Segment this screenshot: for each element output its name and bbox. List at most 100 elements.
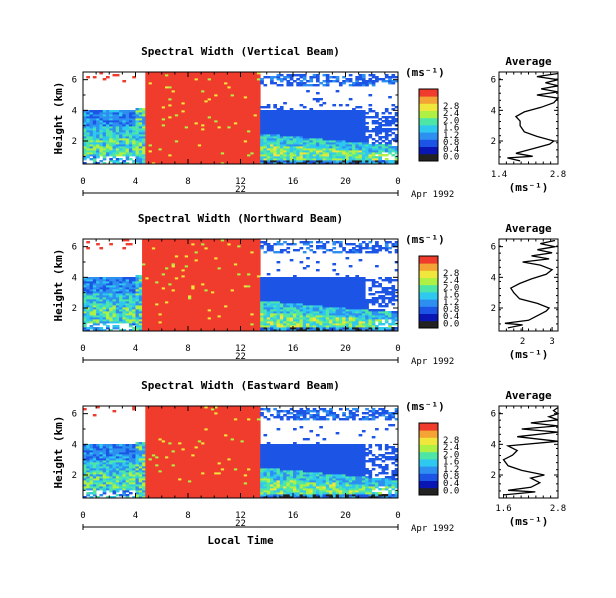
heatmap-cell [148, 112, 153, 115]
heatmap-cell [161, 249, 166, 252]
heatmap-cell [240, 72, 245, 75]
heatmap-cell [135, 291, 140, 294]
heatmap-cell [201, 160, 205, 163]
heatmap-cell [384, 130, 389, 133]
heatmap-cell [224, 86, 228, 89]
heatmap-cell [243, 90, 248, 93]
heatmap-cell [158, 150, 163, 153]
heatmap-cell [322, 122, 327, 125]
heatmap-cell [171, 110, 176, 113]
heatmap-cell [355, 124, 360, 127]
heatmap-cell [178, 98, 182, 101]
heatmap-cell [165, 279, 169, 282]
heatmap-cell [132, 319, 136, 322]
heatmap-cell [256, 116, 261, 119]
heatmap-cell [148, 239, 153, 242]
heatmap-cell [263, 144, 268, 147]
heatmap-cell [247, 130, 251, 133]
heatmap-cell [178, 255, 182, 258]
heatmap-cell [214, 80, 218, 83]
heatmap-cell [112, 136, 117, 139]
heatmap-cell [217, 160, 222, 163]
heatmap-cell [194, 295, 199, 298]
colorbar-swatch [419, 103, 438, 111]
heatmap-cell [181, 321, 186, 324]
heatmap-cell [188, 80, 192, 83]
heatmap-cell [296, 148, 300, 151]
heatmap-cell [210, 94, 215, 97]
heatmap-cell [315, 110, 320, 113]
heatmap-cell [148, 84, 153, 87]
heatmap-cell [145, 106, 150, 109]
heatmap-cell [142, 128, 146, 131]
heatmap-cell [306, 124, 310, 127]
heatmap-cell [135, 289, 140, 292]
heatmap-cell [128, 146, 133, 149]
heatmap-cell [325, 132, 330, 135]
heatmap-cell [148, 108, 153, 111]
heatmap-cell [161, 267, 166, 270]
heatmap-cell [214, 277, 218, 280]
heatmap-cell [83, 110, 87, 113]
heatmap-cell [204, 114, 209, 117]
heatmap-cell [105, 317, 110, 320]
heatmap-cell [122, 110, 127, 113]
heatmap-cell [315, 160, 320, 163]
heatmap-cell [365, 112, 369, 115]
heatmap-cell [96, 150, 100, 153]
heatmap-cell [151, 92, 156, 95]
heatmap-cell [181, 245, 186, 248]
heatmap-cell [365, 156, 369, 159]
heatmap-cell [224, 82, 228, 85]
heatmap-cell [161, 253, 166, 256]
heatmap-cell [158, 315, 163, 318]
heatmap-cell [332, 142, 337, 145]
heatmap-cell [253, 80, 258, 83]
heatmap-cell [102, 136, 107, 139]
heatmap-cell [243, 82, 248, 85]
heatmap-cell [391, 120, 396, 123]
heatmap-cell [181, 138, 186, 141]
heatmap-cell [161, 150, 166, 153]
heatmap-cell [204, 321, 209, 324]
heatmap-cell [230, 74, 235, 77]
heatmap-cell [335, 114, 340, 117]
heatmap-cell [105, 325, 110, 328]
heatmap-cell [273, 114, 277, 117]
heatmap-cell [276, 156, 281, 159]
heatmap-cell [188, 325, 192, 328]
heatmap-cell [161, 90, 166, 93]
heatmap-cell [181, 329, 186, 332]
heatmap-cell [378, 118, 382, 121]
heatmap-cell [105, 307, 110, 310]
heatmap-cell [325, 126, 330, 129]
heatmap-cell [96, 283, 100, 286]
heatmap-cell [240, 120, 245, 123]
heatmap-cell [102, 329, 107, 332]
heatmap-cell [86, 279, 90, 282]
heatmap-cell [365, 152, 369, 155]
heatmap-cell [358, 142, 363, 145]
heatmap-cell [125, 281, 130, 284]
heatmap-cell [168, 140, 172, 143]
heatmap-cell [194, 150, 199, 153]
heatmap-cell [224, 132, 228, 135]
heatmap-cell [260, 112, 264, 115]
heatmap-cell [394, 162, 399, 165]
heatmap-cell [89, 291, 94, 294]
heatmap-cell [112, 281, 117, 284]
heatmap-cell [135, 297, 140, 300]
heatmap-cell [355, 156, 360, 159]
heatmap-cell [361, 80, 366, 83]
heatmap-cell [204, 128, 209, 131]
heatmap-cell [89, 122, 94, 125]
heatmap-cell [119, 295, 123, 298]
heatmap-cell [197, 293, 202, 296]
heatmap-cell [151, 251, 156, 254]
heatmap-cell [184, 150, 189, 153]
heatmap-cell [122, 152, 127, 155]
heatmap-cell [135, 142, 140, 145]
heatmap-cell [119, 132, 123, 135]
heatmap-cell [230, 82, 235, 85]
heatmap-cell [165, 275, 169, 278]
